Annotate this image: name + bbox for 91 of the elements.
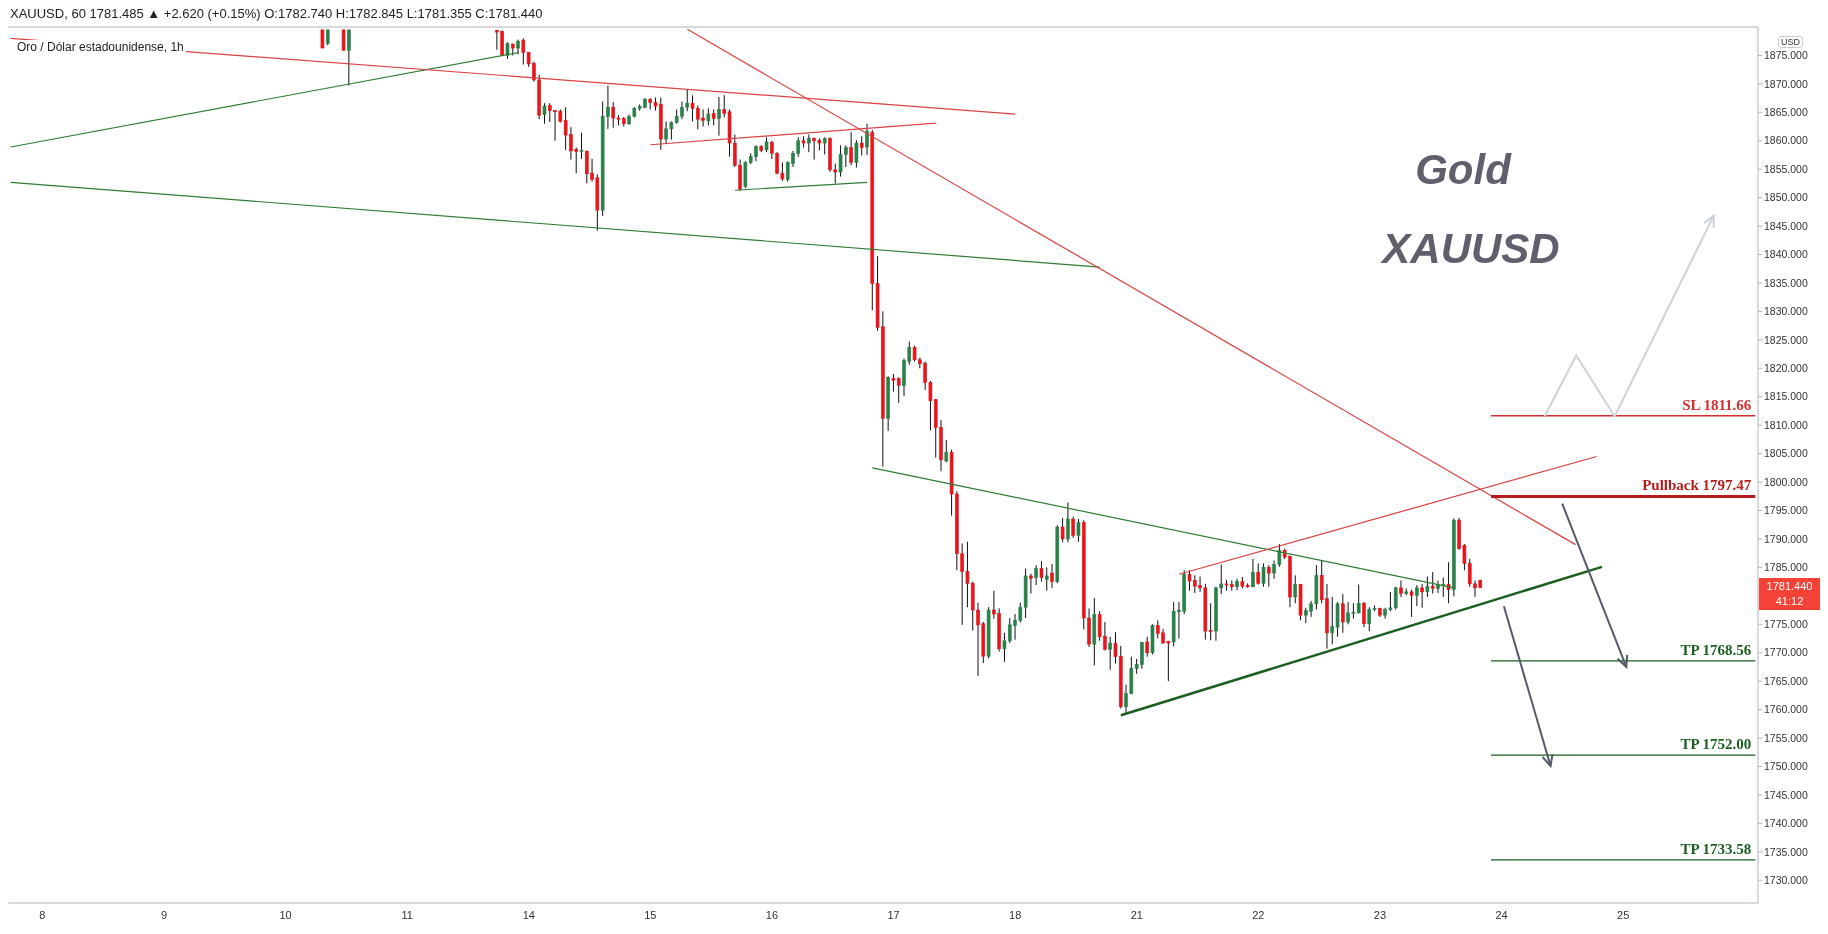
x-tick-label: 9 xyxy=(160,908,168,921)
candlestick xyxy=(1399,579,1403,598)
candlestick xyxy=(1261,562,1266,588)
candlestick xyxy=(1420,583,1424,609)
text: 1781.440 xyxy=(1765,578,1814,594)
candlestick xyxy=(320,29,325,49)
y-tick-label: 1770.000 xyxy=(1764,646,1808,659)
candlestick xyxy=(1436,579,1440,594)
y-tick-label: 1760.000 xyxy=(1764,703,1808,716)
y-tick-label: 1740.000 xyxy=(1764,817,1808,830)
candlestick xyxy=(854,139,859,168)
y-tick-label: 1850.000 xyxy=(1764,191,1808,204)
candlestick xyxy=(1446,561,1451,604)
y-tick-label: 1750.000 xyxy=(1764,760,1808,773)
candlestick xyxy=(1293,574,1298,604)
y-tick-label: 1790.000 xyxy=(1764,532,1808,545)
y-tick-label: 1805.000 xyxy=(1764,447,1808,460)
annotation: Gold xyxy=(1415,146,1511,194)
candlestick xyxy=(542,102,547,125)
y-tick-label: 1845.000 xyxy=(1764,219,1808,232)
y-tick-label: 1855.000 xyxy=(1764,162,1808,175)
chart-title: XAUUSD, 60 1781.485 ▲ +2.620 (+0.15%) O:1782.740 H:1782.845 L:1781.355 C:1781.440 xyxy=(10,6,543,21)
x-tick-label: 25 xyxy=(1617,908,1630,921)
candlestick xyxy=(1071,516,1075,539)
y-tick-label: 1810.000 xyxy=(1764,418,1808,431)
y-tick-label: 1730.000 xyxy=(1764,873,1808,886)
candlestick xyxy=(1039,560,1044,583)
x-tick-label: 18 xyxy=(1009,908,1022,921)
x-tick-label: 11 xyxy=(401,908,413,921)
y-tick-label: 1795.000 xyxy=(1764,504,1808,517)
x-tick-label: 10 xyxy=(279,908,292,921)
candlestick xyxy=(859,135,864,157)
ref-line-label: TP 1752.00 xyxy=(1680,736,1752,753)
candlestick xyxy=(1076,518,1081,543)
y-tick-label: 1745.000 xyxy=(1764,788,1808,801)
candlestick xyxy=(1409,589,1414,618)
y-tick-label: 1735.000 xyxy=(1764,845,1808,858)
candlestick xyxy=(1430,571,1435,595)
x-tick-label: 8 xyxy=(39,908,46,921)
candlestick xyxy=(1341,593,1345,634)
y-tick-label: 1765.000 xyxy=(1764,674,1808,687)
candlestick xyxy=(347,29,351,87)
candlestick xyxy=(1060,517,1065,543)
y-tick-label: 1755.000 xyxy=(1764,731,1808,744)
y-tick-label: 1800.000 xyxy=(1764,475,1808,488)
y-tick-label: 1865.000 xyxy=(1764,106,1808,119)
candlestick xyxy=(1235,578,1239,591)
candlestick xyxy=(1066,502,1070,543)
candlestick xyxy=(717,96,721,137)
ref-line-label: TP 1768.56 xyxy=(1680,641,1752,658)
candlestick xyxy=(1267,564,1271,588)
candlestick xyxy=(1050,563,1054,589)
y-tick-label: 1785.000 xyxy=(1764,561,1808,574)
candlestick xyxy=(341,29,346,51)
text: 41:12 xyxy=(1774,593,1805,609)
y-tick-label: 1815.000 xyxy=(1764,390,1808,403)
candlestick xyxy=(1034,564,1038,586)
x-tick-label: 16 xyxy=(765,908,779,921)
candlestick xyxy=(1425,575,1430,598)
y-tick-label: 1830.000 xyxy=(1764,305,1808,318)
candlestick xyxy=(1251,558,1255,588)
x-tick-label: 17 xyxy=(887,908,900,921)
x-tick-label: 21 xyxy=(1130,908,1143,921)
candlestick xyxy=(1108,636,1112,671)
y-tick-label: 1820.000 xyxy=(1764,362,1808,375)
y-tick-label: 1870.000 xyxy=(1764,77,1808,90)
candlestick xyxy=(849,131,853,166)
x-tick-label: 15 xyxy=(644,908,657,921)
x-tick-label: 24 xyxy=(1495,908,1508,921)
y-tick-label: 1825.000 xyxy=(1764,333,1808,346)
y-tick-label: 1775.000 xyxy=(1764,618,1808,630)
x-tick-label: 22 xyxy=(1252,908,1265,921)
candlestick xyxy=(579,132,584,160)
candlestick xyxy=(865,123,869,156)
ref-line-label: SL 1811.66 xyxy=(1682,396,1752,413)
ref-line-label: Pullback 1797.47 xyxy=(1642,477,1752,494)
candlestick xyxy=(1044,566,1049,592)
ref-line-label: TP 1733.58 xyxy=(1680,840,1752,857)
annotation: XAUUSD xyxy=(1382,225,1560,273)
text: Oro / Dólar estadounidense, 1h xyxy=(15,40,186,54)
y-tick-label: 1840.000 xyxy=(1764,248,1808,261)
x-tick-label: 23 xyxy=(1373,908,1387,921)
candlestick xyxy=(1415,584,1419,607)
candlestick xyxy=(1362,601,1366,628)
y-tick-label: 1835.000 xyxy=(1764,276,1808,289)
y-tick-label: 1875.000 xyxy=(1764,49,1808,62)
y-tick-label: 1860.000 xyxy=(1764,134,1808,147)
y-axis-title: USD xyxy=(1778,36,1804,48)
x-tick-label: 14 xyxy=(522,908,535,921)
candlestick xyxy=(1145,636,1150,658)
candlestick xyxy=(1029,573,1033,595)
